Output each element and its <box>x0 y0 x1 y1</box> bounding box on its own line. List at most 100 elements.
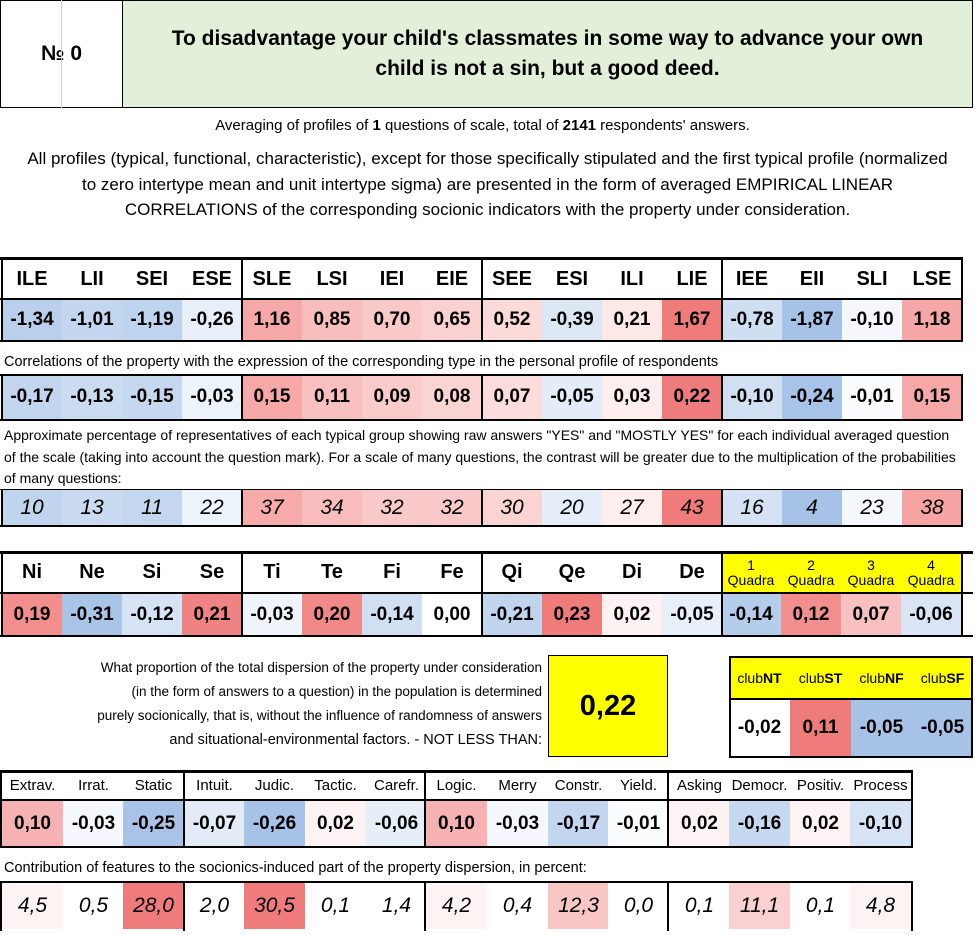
function-header-Te: Te <box>321 561 343 583</box>
type-profile-cell: -0,26 <box>182 299 242 341</box>
grid-divider <box>61 0 62 108</box>
feature-header: Extrav. <box>9 776 56 794</box>
type-pct-cell: 32 <box>362 490 422 526</box>
type-corr-cell: 0,03 <box>602 375 662 419</box>
dispersion-line: and situational-environmental factors. -… <box>169 732 542 748</box>
club-suffix: ST <box>824 670 843 686</box>
feature-value-cell: -0,01 <box>608 801 669 846</box>
type-header-ILE: ILE <box>2 259 62 299</box>
type-pct-cell: 30 <box>482 490 542 526</box>
type-header-IEI: IEI <box>362 259 422 299</box>
grid-line <box>424 881 426 931</box>
feature-header: Static <box>134 776 173 794</box>
grid-line <box>1 489 3 527</box>
type-pct-cell: 38 <box>902 490 962 526</box>
feature-contribution-cell: 0,5 <box>63 883 124 929</box>
type-profile-cell: -0,78 <box>722 299 782 341</box>
quadra-value-cell: -0,14 <box>721 594 781 636</box>
feature-header: Tactic. <box>314 776 357 794</box>
type-pct-cell: 16 <box>722 490 782 526</box>
feature-header: Yield. <box>620 776 657 794</box>
grid-line <box>1 257 3 342</box>
type-header-ILI: ILI <box>602 259 662 299</box>
type-header-LIE: LIE <box>662 259 722 299</box>
feature-value-cell: -0,03 <box>63 801 124 846</box>
feature-value-cell: -0,10 <box>850 801 911 846</box>
type-profile-cell: -1,34 <box>2 299 62 341</box>
type-pct-cell: 11 <box>122 490 182 526</box>
dispersion-value-box: 0,22 <box>548 655 668 757</box>
function-value-cell: -0,21 <box>482 594 542 636</box>
dispersion-line: purely socionically, that is, without th… <box>97 708 542 723</box>
type-header-IEE: IEE <box>722 259 782 299</box>
type-header-ESI: ESI <box>542 259 602 299</box>
type-profile-cell: 1,16 <box>242 299 302 341</box>
club-value-cell: -0,02 <box>729 700 790 756</box>
function-value-cell: 0,23 <box>542 594 602 636</box>
club-header: club NT <box>729 658 790 698</box>
type-corr-cell: 0,22 <box>662 375 722 419</box>
feature-contribution-cell: 28,0 <box>123 883 184 929</box>
type-header-LII: LII <box>62 259 122 299</box>
type-corr-cell: 0,11 <box>302 375 362 419</box>
grid-line <box>667 770 669 848</box>
grid-line <box>481 374 483 421</box>
club-suffix: SF <box>946 670 965 686</box>
club-prefix: club <box>859 670 885 686</box>
feature-contribution-cell: 1,4 <box>366 883 427 929</box>
grid-line <box>0 881 913 883</box>
type-pct-cell: 23 <box>842 490 902 526</box>
contribution-note: Contribution of features to the socionic… <box>4 860 587 876</box>
grid-line <box>721 374 723 421</box>
type-header-EIE: EIE <box>422 259 482 299</box>
type-profile-cell: -1,19 <box>122 299 182 341</box>
grid-line <box>911 770 913 848</box>
quadra-number: 4 <box>927 556 935 573</box>
feature-header: Carefr. <box>373 776 419 794</box>
feature-contribution-cell: 2,0 <box>184 883 245 929</box>
function-header-De: De <box>679 561 705 583</box>
club-header: club NF <box>851 658 912 698</box>
feature-value-cell: -0,26 <box>244 801 305 846</box>
feature-contribution-cell: 30,5 <box>244 883 305 929</box>
percentage-note: Approximate percentage of representative… <box>4 427 956 486</box>
club-value-cell: 0,11 <box>790 700 851 756</box>
grid-line <box>0 770 2 848</box>
type-profile-cell: -1,01 <box>62 299 122 341</box>
number-label: № <box>40 42 65 65</box>
type-pct-cell: 34 <box>302 490 362 526</box>
function-value-cell: -0,31 <box>62 594 122 636</box>
type-corr-cell: -0,13 <box>62 375 122 419</box>
function-header-Qi: Qi <box>501 561 523 583</box>
type-corr-cell: -0,01 <box>842 375 902 419</box>
grid-line <box>0 551 973 554</box>
grid-line <box>183 770 185 848</box>
grid-line <box>721 257 723 342</box>
quadra-value-cell: 0,07 <box>841 594 901 636</box>
feature-header: Logic. <box>436 776 477 794</box>
quadra-word: Quadra <box>847 571 895 588</box>
dispersion-value: 0,22 <box>579 689 637 722</box>
club-prefix: club <box>798 670 825 686</box>
feature-value-cell: 0,10 <box>2 801 63 846</box>
function-header-Ni: Ni <box>22 561 42 583</box>
type-profile-cell: 1,18 <box>902 299 962 341</box>
feature-value-cell: 0,02 <box>305 801 366 846</box>
function-value-cell: 0,02 <box>602 594 662 636</box>
feature-contribution-cell: 4,8 <box>850 883 911 929</box>
grid-line <box>241 257 243 342</box>
grid-line <box>961 374 963 421</box>
type-pct-cell: 32 <box>422 490 482 526</box>
function-value-cell: -0,12 <box>122 594 182 636</box>
feature-value-cell: 0,02 <box>669 801 730 846</box>
type-pct-cell: 13 <box>62 490 122 526</box>
grid-line <box>961 489 963 527</box>
function-header-Ti: Ti <box>263 561 281 583</box>
type-corr-cell: 0,08 <box>422 375 482 419</box>
type-header-SEE: SEE <box>482 259 542 299</box>
grid-line <box>729 698 973 700</box>
feature-value-cell: -0,03 <box>487 801 548 846</box>
club-frame <box>729 656 973 758</box>
intro-text: All profiles (typical, functional, chara… <box>20 146 955 226</box>
function-value-cell: -0,05 <box>662 594 722 636</box>
